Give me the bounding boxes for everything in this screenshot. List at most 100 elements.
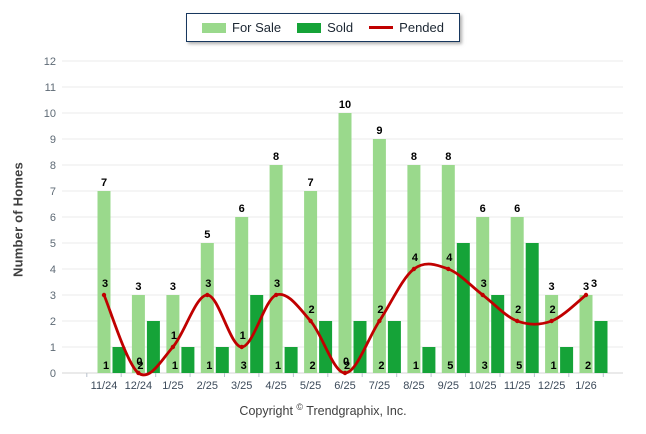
pended-value-label: 2 [377,304,383,316]
pended-point [205,292,210,298]
pended-point [101,292,107,298]
copyright-text: Copyright © Trendgraphix, Inc. [0,402,646,418]
sold-swatch-icon [297,22,322,33]
pended-value-label: 3 [591,278,597,290]
pended-value-label: 4 [446,252,453,264]
y-tick-label: 3 [50,290,56,302]
x-tick-label: 6/25 [334,380,355,392]
pended-point [583,292,589,298]
y-tick-label: 6 [50,212,56,224]
x-tick-label: 9/25 [438,380,459,392]
for-sale-value-label: 9 [376,125,382,137]
for-sale-value-label: 3 [170,281,176,293]
x-tick-label: 2/25 [197,380,218,392]
sold-value-label: 2 [585,360,591,372]
for-sale-value-label: 7 [308,177,314,189]
sold-bar [456,243,470,373]
pended-value-label: 2 [309,304,315,316]
pended-value-label: 3 [481,278,487,290]
for-sale-value-label: 3 [549,281,555,293]
copyright-pre: Copyright [239,404,297,419]
x-tick-label: 4/25 [265,380,286,392]
y-tick-label: 2 [50,316,56,328]
sold-value-label: 1 [103,360,109,372]
x-tick-label: 1/26 [575,380,596,392]
sold-value-label: 3 [482,360,488,372]
sold-value-label: 2 [310,360,316,372]
sold-value-label: 5 [516,360,522,372]
sold-bar [284,347,298,373]
for-sale-bar [97,191,111,373]
pended-point [515,318,520,324]
sold-bar [422,347,436,373]
for-sale-bar [545,295,559,373]
for-sale-value-label: 3 [583,281,589,293]
y-tick-label: 8 [50,160,56,172]
sold-value-label: 1 [206,360,212,372]
for-sale-value-label: 8 [445,151,451,163]
copyright-symbol-icon: © [296,402,304,412]
sold-bar [491,295,505,373]
pended-point [377,318,382,324]
sold-value-label: 2 [344,360,350,372]
y-tick-label: 0 [50,368,56,380]
pended-value-label: 3 [102,278,108,290]
sold-value-label: 2 [137,360,143,372]
sold-bar [181,347,195,373]
legend-sold-label: Sold [327,20,354,35]
for-sale-value-label: 3 [135,281,141,293]
sold-value-label: 2 [378,360,384,372]
pended-point [342,370,348,376]
pended-line-swatch-icon [369,26,394,29]
pended-point [136,370,141,376]
for-sale-bar [235,217,249,373]
pended-value-label: 3 [274,278,280,290]
pended-value-label: 0 [136,356,142,368]
for-sale-value-label: 6 [239,203,245,215]
sold-bar [215,347,229,373]
pended-value-label: 2 [550,304,556,316]
x-tick-label: 7/25 [369,380,390,392]
pended-point [273,292,279,298]
legend-item-for-sale: For Sale [202,20,281,35]
y-tick-label: 12 [44,56,56,68]
sold-value-label: 3 [241,360,247,372]
for-sale-bar [579,295,593,373]
for-sale-bar [166,295,180,373]
pended-point [308,318,313,324]
for-sale-value-label: 6 [480,203,486,215]
sold-bar [387,321,401,373]
for-sale-value-label: 8 [411,151,417,163]
x-tick-label: 11/24 [91,380,118,392]
for-sale-bar [338,113,352,373]
y-tick-label: 10 [44,108,56,120]
for-sale-bar [131,295,145,373]
for-sale-bar [269,165,283,373]
legend-for-sale-label: For Sale [232,20,282,35]
for-sale-value-label: 7 [101,177,107,189]
sold-value-label: 5 [447,360,453,372]
pended-point [446,266,451,272]
x-tick-label: 12/25 [538,380,566,392]
pended-value-label: 4 [412,252,419,264]
pended-value-label: 1 [171,330,177,342]
y-tick-label: 11 [45,82,56,94]
sold-bar [146,321,160,373]
sold-bar [525,243,539,373]
pended-value-label: 3 [205,278,211,290]
legend-pended-label: Pended [399,20,444,35]
y-tick-label: 7 [50,186,56,198]
pended-line [102,262,588,377]
x-tick-label: 8/25 [403,380,424,392]
pended-value-label: 0 [343,356,349,368]
pended-point [239,344,244,350]
pended-point [170,344,176,350]
for-sale-value-label: 8 [273,151,279,163]
sold-bar [560,347,574,373]
for-sale-bar [304,191,318,373]
copyright-post: Trendgraphix, Inc. [303,404,407,419]
sold-bar [353,321,367,373]
y-tick-label: 4 [50,264,56,276]
